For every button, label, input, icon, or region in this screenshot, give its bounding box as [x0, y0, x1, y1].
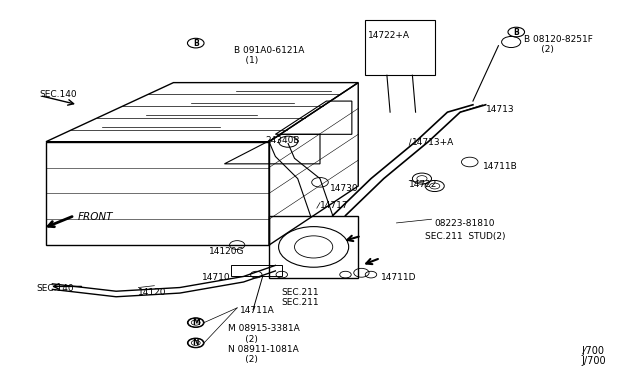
- Text: SEC.140: SEC.140: [36, 284, 74, 293]
- Text: 14722+A: 14722+A: [368, 31, 410, 40]
- Text: 14711B: 14711B: [483, 162, 517, 171]
- Text: 14713: 14713: [486, 105, 515, 114]
- Text: B 091A0-6121A
    (1): B 091A0-6121A (1): [234, 46, 305, 65]
- Text: N: N: [193, 339, 199, 347]
- Text: J/700: J/700: [581, 356, 606, 366]
- Text: 24340B: 24340B: [266, 136, 300, 145]
- Text: SEC.140: SEC.140: [40, 90, 77, 99]
- Text: M: M: [192, 318, 200, 327]
- Text: J⁄700: J⁄700: [581, 346, 604, 356]
- Text: 14120G: 14120G: [209, 247, 244, 256]
- Text: B: B: [513, 28, 519, 36]
- Text: 14710: 14710: [202, 273, 231, 282]
- Text: 14717: 14717: [320, 201, 349, 210]
- Text: 14722: 14722: [409, 180, 438, 189]
- Text: 14730: 14730: [330, 184, 358, 193]
- Text: B 08120-8251F
      (2): B 08120-8251F (2): [524, 35, 593, 54]
- Text: SEC.211  STUD(2): SEC.211 STUD(2): [425, 232, 506, 241]
- Text: SEC.211
SEC.211: SEC.211 SEC.211: [282, 288, 319, 307]
- Text: 14713+A: 14713+A: [412, 138, 454, 147]
- Text: 14711D: 14711D: [381, 273, 416, 282]
- Text: 08223-81810: 08223-81810: [435, 219, 495, 228]
- Text: FRONT: FRONT: [78, 212, 113, 222]
- Text: M 08915-3381A
      (2): M 08915-3381A (2): [228, 324, 300, 344]
- Text: B: B: [193, 39, 198, 48]
- Text: 14711A: 14711A: [241, 306, 275, 315]
- Text: N 08911-1081A
      (2): N 08911-1081A (2): [228, 345, 298, 364]
- Text: 14120: 14120: [138, 288, 167, 296]
